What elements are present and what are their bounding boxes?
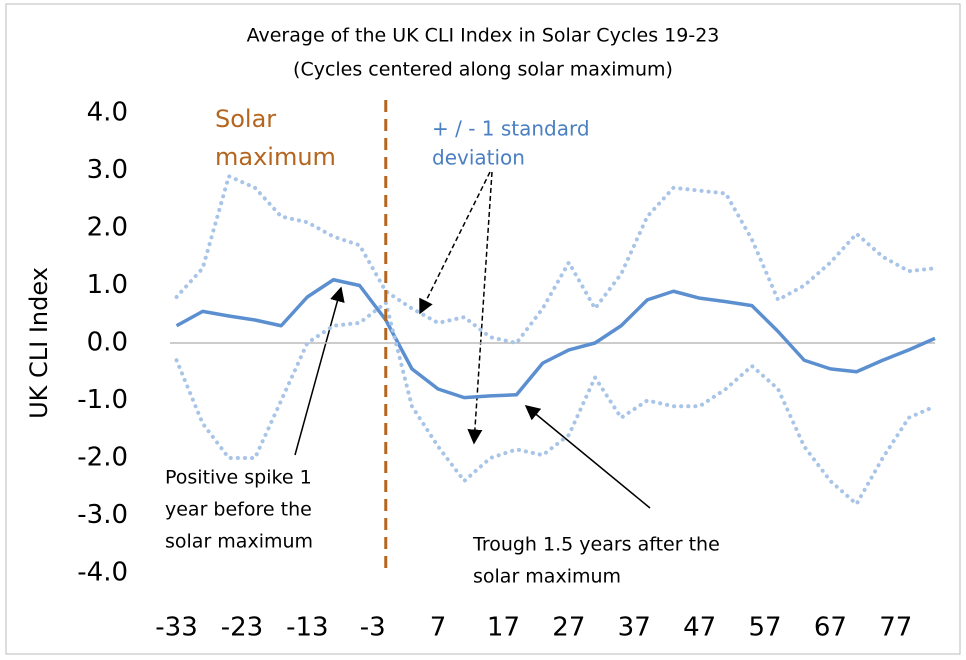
x-tick-label: 17	[487, 613, 520, 643]
x-tick-label: 7	[430, 613, 447, 643]
annotation: Trough 1.5 years after the	[472, 534, 720, 556]
vline-label: Solar	[215, 105, 276, 133]
y-tick-label: 2.0	[87, 213, 128, 243]
annotation: year before the	[165, 499, 312, 521]
y-tick-label: -4.0	[77, 558, 128, 588]
annotation: + / - 1 standard	[432, 117, 590, 141]
x-tick-label: 57	[748, 613, 781, 643]
frame	[5, 3, 961, 655]
annotation: solar maximum	[473, 566, 621, 588]
arrow	[294, 286, 345, 456]
x-tick-label: 77	[879, 613, 912, 643]
y-tick-label: 4.0	[87, 98, 128, 128]
annotation: solar maximum	[165, 531, 313, 553]
arrow	[419, 171, 491, 315]
x-tick-label: -3	[360, 613, 386, 643]
y-tick-label: 0.0	[87, 328, 128, 358]
arrow	[524, 405, 651, 509]
arrow	[467, 171, 493, 445]
series-line	[175, 278, 936, 400]
annotation: deviation	[432, 146, 525, 170]
annotation: Positive spike 1	[165, 467, 312, 489]
x-tick-label: -13	[286, 613, 328, 643]
x-tick-label: 47	[683, 613, 716, 643]
chart-title: Average of the UK CLI Index in Solar Cyc…	[247, 25, 720, 47]
y-axis-label: UK CLI Index	[25, 267, 53, 419]
y-tick-label: -2.0	[77, 443, 128, 473]
x-tick-label: -33	[155, 613, 197, 643]
y-tick-label: -1.0	[77, 385, 128, 415]
x-tick-label: 37	[618, 613, 651, 643]
vline-label: maximum	[215, 143, 336, 171]
y-tick-label: 3.0	[87, 155, 128, 185]
series-line	[174, 173, 937, 346]
y-tick-label: -3.0	[77, 500, 128, 530]
x-tick-label: 67	[814, 613, 847, 643]
y-tick-label: 1.0	[87, 270, 128, 300]
x-tick-label: -23	[221, 613, 263, 643]
x-tick-label: 27	[552, 613, 585, 643]
series-line	[174, 299, 937, 508]
chart-subtitle: (Cycles centered along solar maximum)	[293, 59, 673, 81]
